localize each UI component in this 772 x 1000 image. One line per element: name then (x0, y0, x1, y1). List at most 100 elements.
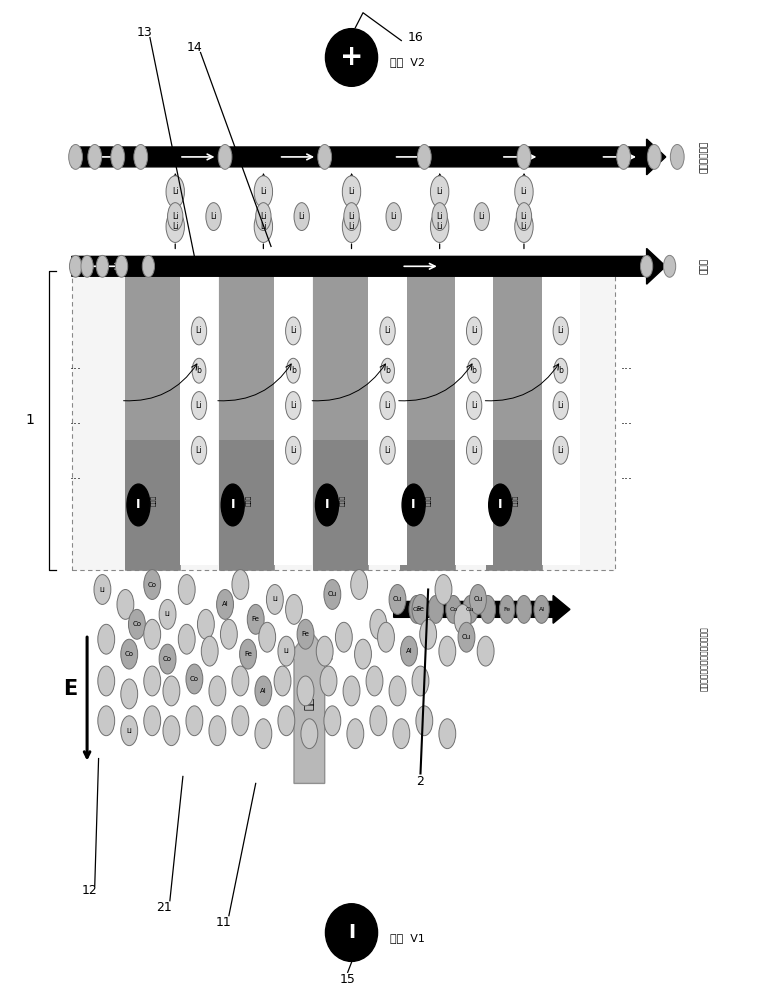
Ellipse shape (88, 144, 102, 169)
Ellipse shape (381, 358, 394, 383)
Ellipse shape (117, 589, 134, 619)
Text: b: b (291, 366, 296, 375)
Text: Li: Li (127, 728, 132, 734)
Ellipse shape (554, 358, 567, 383)
Ellipse shape (534, 595, 549, 623)
Ellipse shape (389, 676, 406, 706)
Text: ...: ... (69, 414, 82, 427)
Ellipse shape (431, 211, 449, 242)
Ellipse shape (370, 609, 387, 639)
Ellipse shape (81, 255, 93, 277)
Text: 14: 14 (187, 41, 202, 54)
Ellipse shape (286, 358, 300, 383)
Text: Li: Li (290, 326, 296, 335)
Ellipse shape (120, 716, 137, 746)
Ellipse shape (120, 639, 137, 669)
Ellipse shape (454, 604, 471, 634)
Bar (72, 271, 615, 570)
Ellipse shape (663, 255, 676, 277)
Ellipse shape (120, 679, 137, 709)
Bar (219, 440, 274, 570)
Text: 压力: 压力 (304, 697, 314, 710)
Text: 12: 12 (82, 884, 97, 897)
Ellipse shape (515, 211, 533, 242)
Text: 1: 1 (25, 413, 34, 427)
Ellipse shape (116, 255, 127, 277)
Ellipse shape (69, 255, 82, 277)
Ellipse shape (163, 676, 180, 706)
Ellipse shape (274, 666, 291, 696)
Ellipse shape (144, 570, 161, 599)
Ellipse shape (347, 719, 364, 749)
Ellipse shape (166, 211, 185, 242)
Ellipse shape (477, 636, 494, 666)
Text: Li: Li (260, 187, 266, 196)
Text: Co: Co (125, 651, 134, 657)
Bar (486, 440, 542, 570)
Ellipse shape (297, 676, 314, 706)
Ellipse shape (389, 585, 406, 614)
Ellipse shape (209, 676, 226, 706)
Ellipse shape (380, 392, 395, 419)
Text: b: b (197, 366, 201, 375)
Ellipse shape (254, 176, 273, 208)
Text: I: I (348, 923, 355, 942)
Ellipse shape (648, 144, 661, 169)
Ellipse shape (254, 211, 273, 242)
Text: Li: Li (520, 212, 527, 221)
Text: 锂离子收集液: 锂离子收集液 (700, 141, 709, 173)
Text: Li: Li (283, 648, 290, 654)
Ellipse shape (127, 484, 150, 526)
Bar (313, 271, 368, 570)
Bar (542, 276, 580, 565)
Ellipse shape (255, 719, 272, 749)
Text: Al: Al (405, 648, 412, 654)
Ellipse shape (259, 622, 276, 652)
Ellipse shape (201, 636, 218, 666)
Ellipse shape (326, 904, 378, 961)
Ellipse shape (278, 706, 295, 736)
Text: Fe: Fe (503, 607, 510, 612)
Text: 16: 16 (408, 31, 423, 44)
Text: ...: ... (620, 469, 632, 482)
Text: Li: Li (172, 187, 178, 196)
Ellipse shape (462, 595, 478, 623)
Ellipse shape (96, 255, 109, 277)
Ellipse shape (301, 719, 318, 749)
Ellipse shape (499, 595, 515, 623)
Ellipse shape (128, 609, 145, 639)
Ellipse shape (206, 203, 222, 231)
Text: Fe: Fe (302, 631, 310, 637)
Ellipse shape (111, 144, 124, 169)
Ellipse shape (94, 575, 111, 604)
Ellipse shape (350, 570, 367, 599)
Ellipse shape (239, 639, 256, 669)
Text: Li: Li (384, 401, 391, 410)
Bar (124, 440, 180, 570)
Text: b: b (472, 366, 476, 375)
Text: 电极子: 电极子 (340, 494, 346, 506)
FancyArrow shape (286, 629, 333, 783)
Ellipse shape (641, 255, 652, 277)
Ellipse shape (439, 719, 455, 749)
Ellipse shape (144, 706, 161, 736)
Ellipse shape (159, 644, 176, 674)
Ellipse shape (266, 585, 283, 614)
Ellipse shape (386, 203, 401, 231)
Ellipse shape (370, 706, 387, 736)
Text: Li: Li (557, 446, 564, 455)
Text: 21: 21 (156, 901, 171, 914)
Ellipse shape (480, 595, 496, 623)
Ellipse shape (98, 624, 115, 654)
Text: Fe: Fe (252, 616, 259, 622)
Text: Co: Co (449, 607, 458, 612)
Ellipse shape (416, 706, 433, 736)
Text: I: I (411, 498, 416, 511)
Ellipse shape (342, 211, 361, 242)
Ellipse shape (191, 317, 207, 345)
Ellipse shape (466, 436, 482, 464)
Ellipse shape (431, 176, 449, 208)
Text: Co: Co (133, 621, 141, 627)
Ellipse shape (366, 666, 383, 696)
Text: Cu: Cu (462, 634, 471, 640)
